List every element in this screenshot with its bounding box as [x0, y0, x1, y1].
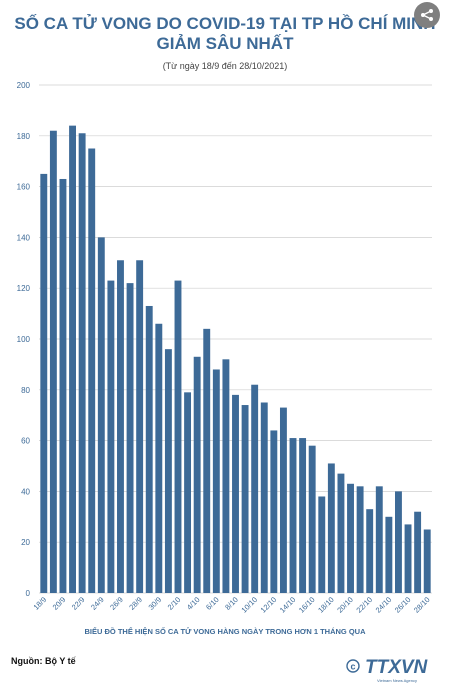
y-tick-label: 20 [21, 538, 30, 547]
bar-13/10 [279, 407, 287, 593]
y-tick-label: 140 [17, 233, 31, 242]
chart-title-line2: GIẢM SÂU NHẤT [156, 34, 294, 53]
x-tick-label: 26/10 [393, 595, 413, 615]
x-tick-label: 20/10 [335, 595, 355, 615]
bar-22/10 [366, 509, 374, 593]
bar-26/9 [117, 260, 124, 593]
bar-26/10 [404, 524, 412, 593]
bar-20/9 [59, 178, 67, 593]
y-tick-label: 40 [21, 487, 30, 496]
bar-22/9 [78, 133, 86, 593]
x-tick-label: 12/10 [259, 595, 279, 615]
chart-caption: BIỂU ĐỒ THỂ HIỆN SỐ CA TỬ VONG HÀNG NGÀY… [84, 627, 366, 636]
x-tick-label: 22/10 [354, 595, 374, 615]
bar-21/10 [356, 486, 364, 593]
share-icon [420, 8, 434, 22]
bar-3/10 [184, 392, 192, 593]
x-tick-label: 18/10 [316, 595, 336, 615]
bar-9/10 [241, 405, 249, 593]
x-tick-label: 30/9 [147, 595, 164, 612]
y-tick-label: 100 [17, 335, 31, 344]
bar-25/10 [395, 491, 402, 593]
x-tick-label: 26/9 [108, 595, 125, 612]
x-tick-label: 6/10 [204, 595, 221, 612]
source-note: Nguồn: Bộ Y tế [11, 656, 76, 666]
ttxvn-logo: c TTXVN Vietnam News Agency [346, 657, 429, 683]
x-tick-label: 18/9 [32, 595, 49, 612]
bar-1/10 [164, 349, 172, 593]
y-tick-label: 120 [17, 284, 31, 293]
bar-10/10 [251, 384, 259, 593]
chart-title: SỐ CA TỬ VONG DO COVID-19 TẠI TP HỒ CHÍ … [0, 14, 450, 54]
bar-14/10 [289, 438, 297, 593]
bar-21/9 [69, 125, 76, 593]
x-tick-label: 8/10 [223, 595, 240, 612]
copyright-icon: c [346, 659, 360, 673]
bar-27/9 [126, 283, 134, 593]
bar-25/9 [107, 280, 115, 593]
logo-wordmark: TTXVN [365, 657, 429, 678]
bar-16/10 [308, 445, 316, 593]
bar-27/10 [414, 511, 422, 593]
y-tick-label: 180 [17, 132, 31, 141]
bar-28/10 [423, 529, 431, 593]
y-tick-label: 0 [26, 589, 31, 598]
bar-5/10 [203, 328, 211, 593]
x-tick-label: 4/10 [185, 595, 202, 612]
bar-11/10 [260, 402, 268, 593]
y-tick-label: 200 [17, 81, 31, 90]
x-tick-label: 16/10 [297, 595, 317, 615]
bar-23/10 [375, 486, 383, 593]
bar-17/10 [318, 496, 326, 593]
bar-24/9 [97, 237, 105, 593]
share-button[interactable] [414, 2, 440, 28]
x-tick-label: 24/9 [89, 595, 106, 612]
x-tick-label: 22/9 [70, 595, 87, 612]
svg-text:c: c [350, 662, 355, 672]
y-tick-label: 80 [21, 386, 30, 395]
bar-6/10 [212, 369, 220, 593]
y-tick-label: 60 [21, 437, 30, 446]
bar-19/10 [337, 473, 345, 593]
x-tick-label: 24/10 [374, 595, 394, 615]
bar-23/9 [88, 148, 96, 593]
chart-title-line1: SỐ CA TỬ VONG DO COVID-19 TẠI TP HỒ CHÍ … [14, 14, 436, 33]
bar-7/10 [222, 359, 230, 593]
chart-subtitle: (Từ ngày 18/9 đến 28/10/2021) [162, 61, 288, 71]
y-tick-label: 160 [17, 183, 31, 192]
x-tick-label: 2/10 [166, 595, 183, 612]
bar-29/9 [145, 305, 153, 593]
bar-24/10 [385, 516, 393, 593]
bar-18/10 [327, 463, 335, 593]
bar-8/10 [232, 394, 239, 593]
logo-subtext: Vietnam News Agency [377, 678, 417, 683]
x-tick-label: 14/10 [278, 595, 298, 615]
bar-18/9 [40, 173, 48, 593]
x-tick-label: 28/9 [127, 595, 144, 612]
bar-20/10 [347, 483, 354, 593]
x-tick-label: 10/10 [239, 595, 259, 615]
x-tick-label: 20/9 [51, 595, 68, 612]
bar-30/9 [155, 323, 163, 593]
x-tick-label: 28/10 [412, 595, 432, 615]
bar-4/10 [193, 356, 201, 593]
bar-19/9 [49, 130, 57, 593]
bar-15/10 [299, 438, 307, 593]
bar-12/10 [270, 430, 278, 593]
bar-28/9 [136, 260, 144, 593]
bar-2/10 [174, 280, 182, 593]
